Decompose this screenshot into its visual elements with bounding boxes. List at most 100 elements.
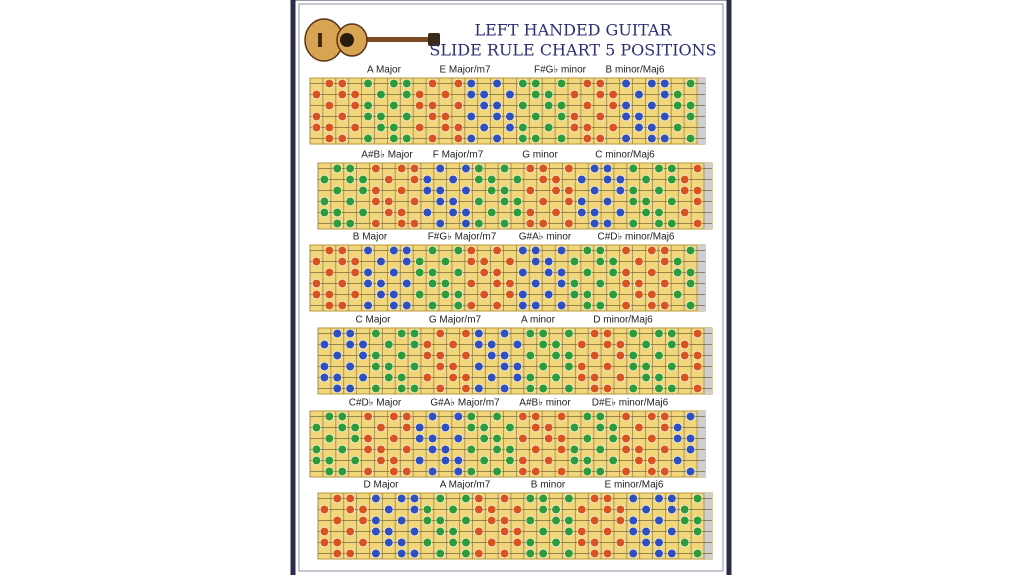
note-dot: [337, 278, 347, 289]
fretboard-nut: [697, 245, 705, 311]
note-dot: [492, 111, 502, 122]
note-dot: [453, 466, 463, 477]
note-dot: [518, 100, 528, 111]
note-dot: [466, 278, 476, 289]
note-dot: [660, 245, 670, 256]
note-dot: [602, 196, 613, 207]
note-dot: [634, 122, 644, 133]
note-dot: [544, 422, 554, 433]
fretboard: [317, 327, 713, 395]
note-dot: [692, 515, 703, 526]
note-dot: [595, 411, 605, 422]
note-dot: [590, 207, 600, 218]
note-dot: [647, 267, 657, 278]
note-dot: [505, 256, 515, 267]
note-dot: [512, 339, 523, 350]
note-dot: [544, 267, 554, 278]
note-dot: [621, 100, 631, 111]
note-dot: [427, 100, 438, 111]
note-dot: [435, 548, 445, 559]
note-dot: [337, 78, 347, 89]
note-dot: [531, 133, 541, 144]
note-dot: [685, 300, 696, 311]
note-dot: [461, 383, 471, 394]
note-dot: [641, 174, 651, 185]
note-dot: [440, 444, 451, 455]
scale-label: F#G♭ Major/m7: [428, 232, 497, 243]
note-dot: [376, 256, 386, 267]
note-dot: [512, 207, 523, 218]
note-dot: [397, 537, 407, 548]
note-dot: [440, 455, 451, 466]
note-dot: [397, 493, 407, 504]
note-dot: [531, 411, 541, 422]
note-dot: [667, 526, 677, 537]
note-dot: [409, 339, 420, 350]
note-dot: [324, 466, 334, 477]
note-dot: [590, 185, 600, 196]
note-dot: [371, 196, 381, 207]
note-dot: [634, 444, 644, 455]
note-dot: [634, 89, 644, 100]
note-dot: [685, 111, 696, 122]
note-dot: [667, 504, 677, 515]
note-dot: [345, 383, 355, 394]
note-dot: [590, 537, 600, 548]
fretboard-nut: [704, 493, 712, 559]
scale-label: F#G♭ minor: [534, 65, 587, 76]
note-dot: [692, 361, 703, 372]
note-dot: [564, 548, 574, 559]
note-dot: [660, 278, 670, 289]
note-dot: [376, 455, 386, 466]
note-dot: [492, 100, 502, 111]
note-dot: [499, 515, 510, 526]
note-dot: [551, 372, 561, 383]
note-dot: [474, 526, 484, 537]
note-dot: [628, 328, 638, 339]
note-dot: [435, 328, 445, 339]
note-dot: [582, 267, 592, 278]
note-dot: [311, 256, 322, 267]
note-dot: [492, 466, 502, 477]
note-dot: [453, 78, 463, 89]
note-dot: [384, 504, 394, 515]
note-dot: [582, 411, 592, 422]
note-dot: [324, 100, 334, 111]
note-dot: [332, 163, 342, 174]
note-dot: [564, 493, 574, 504]
note-dot: [595, 300, 605, 311]
fretboard-wood: [309, 244, 706, 312]
note-dot: [345, 526, 355, 537]
note-dot: [350, 267, 360, 278]
note-dot: [492, 300, 502, 311]
note-dot: [311, 89, 322, 100]
note-dot: [692, 383, 703, 394]
note-dot: [667, 339, 677, 350]
fretboard: [309, 244, 706, 312]
note-dot: [311, 111, 322, 122]
note-dot: [371, 218, 381, 229]
note-dot: [615, 185, 625, 196]
note-dot: [641, 207, 651, 218]
note-dot: [384, 361, 394, 372]
note-dot: [505, 444, 515, 455]
note-dot: [461, 185, 471, 196]
note-dot: [461, 207, 471, 218]
note-dot: [448, 526, 458, 537]
note-dot: [345, 328, 355, 339]
note-dot: [590, 515, 600, 526]
note-dot: [544, 256, 554, 267]
note-dot: [628, 350, 638, 361]
note-dot: [634, 289, 644, 300]
note-dot: [602, 163, 613, 174]
note-dot: [673, 122, 683, 133]
note-dot: [332, 350, 342, 361]
note-dot: [692, 218, 703, 229]
note-dot: [499, 196, 510, 207]
note-dot: [569, 422, 580, 433]
note-dot: [409, 163, 420, 174]
note-dot: [564, 185, 574, 196]
note-dot: [332, 372, 342, 383]
note-dot: [474, 174, 484, 185]
